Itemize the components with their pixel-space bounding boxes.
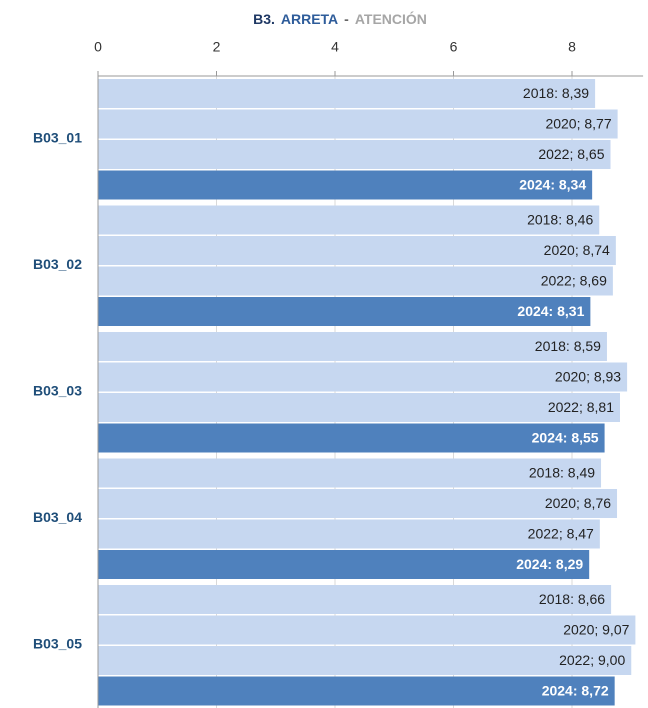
- title-part: ARRETA: [281, 11, 338, 27]
- data-label: 2024: 8,31: [517, 303, 584, 319]
- data-label: 2020; 8,77: [545, 116, 611, 132]
- data-label: 2022; 9,00: [559, 652, 625, 668]
- bar: [98, 297, 591, 326]
- data-label: 2018: 8,66: [539, 591, 605, 607]
- data-label: 2018: 8,39: [523, 85, 589, 101]
- data-label: 2024: 8,29: [516, 556, 583, 572]
- data-label: 2018: 8,59: [535, 338, 601, 354]
- x-tick-label: 0: [94, 39, 102, 55]
- bar: [98, 458, 602, 488]
- title-part: -: [344, 11, 349, 27]
- x-tick-label: 6: [450, 39, 458, 55]
- bar: [98, 489, 618, 518]
- y-tick-label: B03_04: [33, 509, 82, 525]
- bar: [98, 550, 590, 579]
- bar: [98, 109, 618, 139]
- data-label: 2020; 8,76: [545, 495, 611, 511]
- x-tick-label: 8: [568, 39, 576, 55]
- x-tick-label: 2: [213, 39, 221, 55]
- bar: [98, 615, 636, 645]
- bar: [98, 205, 600, 235]
- data-label: 2020; 9,07: [563, 622, 629, 638]
- data-label: 2024: 8,55: [532, 430, 599, 446]
- bar: [98, 170, 593, 200]
- bar: [98, 362, 628, 392]
- title-part: ATENCIÓN: [355, 10, 427, 27]
- y-tick-label: B03_05: [33, 636, 82, 652]
- bar: [98, 266, 613, 296]
- data-label: 2022; 8,47: [528, 526, 594, 542]
- x-tick-label: 4: [331, 39, 339, 55]
- bar: [98, 79, 596, 108]
- data-label: 2018: 8,49: [529, 465, 595, 481]
- data-label: 2020; 8,74: [544, 242, 610, 258]
- bar: [98, 140, 611, 169]
- data-label: 2018: 8,46: [527, 212, 593, 228]
- bar: [98, 676, 615, 706]
- data-label: 2024: 8,72: [542, 683, 609, 699]
- bar: [98, 519, 600, 549]
- bar: [98, 332, 607, 361]
- data-label: 2024: 8,34: [519, 177, 586, 193]
- bar: [98, 646, 632, 675]
- y-tick-label: B03_01: [33, 130, 82, 146]
- y-tick-label: B03_02: [33, 256, 82, 272]
- bar: [98, 423, 605, 453]
- bar: [98, 393, 620, 422]
- title-part: B3.: [253, 11, 275, 27]
- data-label: 2022; 8,81: [548, 399, 614, 415]
- data-label: 2020; 8,93: [555, 369, 621, 385]
- data-label: 2022; 8,69: [541, 273, 607, 289]
- bar: [98, 236, 616, 265]
- bar: [98, 585, 612, 614]
- y-tick-label: B03_03: [33, 383, 82, 399]
- data-label: 2022; 8,65: [538, 146, 604, 162]
- chart-title: B3. ARRETA - ATENCIÓN: [253, 10, 427, 27]
